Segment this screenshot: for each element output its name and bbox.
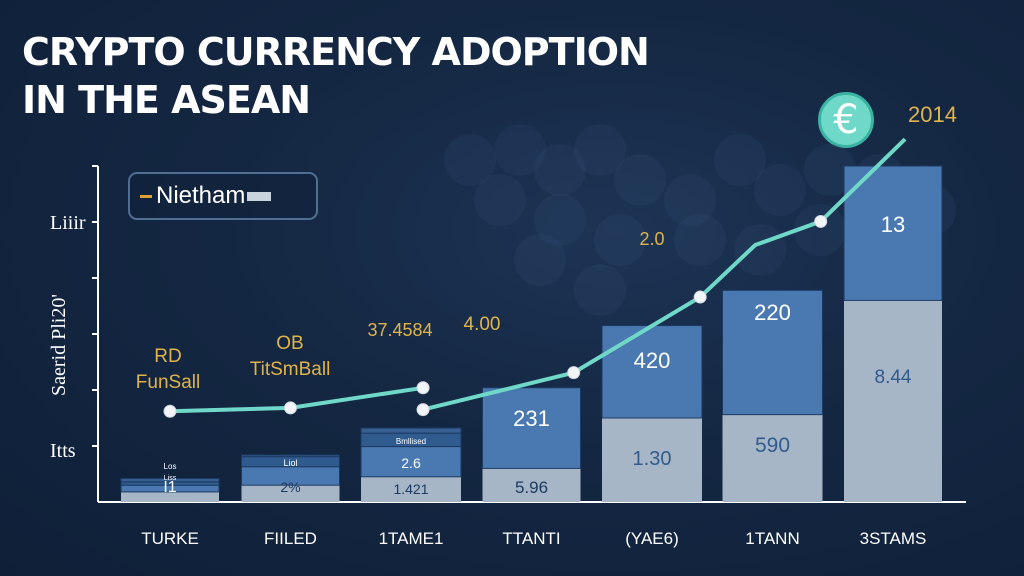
bar-value-label: 13 — [881, 212, 905, 237]
bar-value-label: Liol — [283, 458, 297, 468]
bar-value-label: 220 — [754, 300, 791, 325]
bar-segment — [602, 418, 702, 502]
bar-value-label: 590 — [755, 434, 790, 457]
bar-value-label: 2.6 — [401, 455, 421, 471]
map-texture-blob — [514, 234, 566, 286]
bar-segment — [722, 414, 823, 502]
bar-segment — [361, 476, 461, 502]
bar-value-label: 231 — [513, 406, 550, 431]
map-texture-blob — [614, 154, 666, 206]
annotation-label: 37.4584 — [367, 320, 432, 340]
x-tick-label: (YAE6) — [625, 529, 679, 548]
title-line-2: IN THE ASEAN — [22, 78, 311, 122]
bar-value-label: 5.96 — [515, 478, 548, 497]
map-texture-blob — [574, 124, 626, 176]
x-tick-label: 3STAMS — [860, 529, 927, 548]
trend-line-segment — [422, 137, 907, 412]
y-label-bottom: Itts — [50, 440, 76, 462]
trend-point — [416, 403, 430, 417]
map-texture-blob — [714, 134, 766, 186]
title-line-1: CRYPTO CURRENCY ADOPTION — [22, 30, 650, 74]
chart-title: CRYPTO CURRENCY ADOPTION IN THE ASEAN — [22, 28, 650, 124]
map-texture-blob — [574, 264, 626, 316]
legend: Nietham — [128, 172, 318, 220]
x-tick-label: 1TANN — [745, 529, 799, 548]
trend-point — [814, 214, 828, 228]
euro-symbol: € — [833, 97, 859, 143]
annotation-label: TitSmBall — [250, 359, 331, 380]
annotation-label: 2.0 — [639, 229, 664, 249]
map-texture-blob — [444, 134, 496, 186]
bar-segment — [482, 387, 581, 469]
x-tick-label: 1TAME1 — [379, 529, 444, 548]
year-label: 2014 — [908, 102, 957, 127]
legend-label: Nietham — [156, 182, 246, 209]
map-texture-blob — [474, 174, 526, 226]
bar-segment — [121, 491, 219, 502]
map-texture-blob — [804, 144, 856, 196]
x-tick-label: TURKE — [141, 529, 199, 548]
bar-value-label: Liss — [164, 475, 177, 482]
bar-value-label: Los — [164, 462, 177, 471]
bar-segment — [120, 477, 220, 483]
y-label-top: Liiir — [50, 212, 86, 234]
bar-segment — [241, 485, 340, 502]
trend-point — [567, 366, 581, 380]
bar-segment — [360, 446, 462, 478]
bar-value-label: Bmllised — [396, 437, 426, 446]
legend-swatch-orange — [140, 194, 152, 198]
annotation-label: FunSall — [136, 372, 200, 393]
bar-segment — [844, 300, 942, 502]
euro-icon: € — [818, 92, 874, 148]
map-texture-blob — [594, 214, 646, 266]
map-texture-blob — [754, 164, 806, 216]
x-tick-label: TTANTI — [502, 529, 560, 548]
bar-value-label: 420 — [634, 348, 671, 373]
map-texture-blob — [734, 224, 786, 276]
trend-point — [163, 404, 177, 418]
bar-segment — [482, 468, 581, 502]
map-texture-blob — [664, 174, 716, 226]
legend-swatch-gray — [247, 191, 272, 201]
annotation-label: RD — [154, 346, 181, 367]
bar-segment — [360, 427, 462, 434]
annotation-label: 4.00 — [464, 314, 501, 335]
bar-segment — [843, 165, 943, 301]
map-texture-blob — [794, 204, 846, 256]
bar-value-label: 1.30 — [633, 448, 672, 470]
annotation-label: OB — [276, 333, 303, 354]
map-texture-blob — [494, 124, 546, 176]
map-texture-blob — [534, 144, 586, 196]
trend-point — [284, 401, 297, 415]
bar-value-label: I1 — [163, 479, 176, 496]
bar-segment — [722, 289, 823, 416]
bar-value-label: 2% — [280, 479, 300, 495]
map-texture-blob — [674, 214, 726, 266]
trend-point — [416, 381, 430, 395]
map-texture-blob — [534, 194, 586, 246]
bar-value-label: 1.421 — [393, 481, 428, 497]
x-tick-label: FIILED — [264, 529, 317, 548]
bar-segment — [241, 454, 340, 458]
trend-point — [693, 290, 707, 304]
bar-value-label: 8.44 — [875, 367, 912, 388]
